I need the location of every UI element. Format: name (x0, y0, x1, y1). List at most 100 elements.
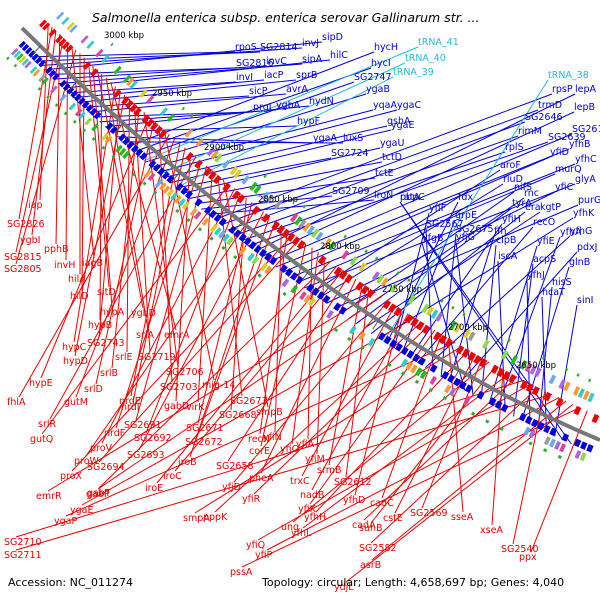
category-block (430, 309, 439, 319)
gene-label-reverse: SG2711 (4, 550, 42, 561)
category-block (481, 339, 490, 350)
leader-line-reverse (31, 30, 57, 236)
reverse-gene (145, 118, 155, 128)
gene-label-reverse: pssA (230, 567, 253, 578)
category-block (56, 11, 65, 20)
category-block (189, 207, 198, 217)
category-block (306, 225, 316, 235)
gene-label-forward: rimM (518, 126, 542, 137)
leader-line-reverse (15, 393, 553, 551)
leader-line-trna (175, 76, 394, 189)
forward-gene (394, 342, 403, 352)
category-block (10, 47, 19, 56)
reverse-gene (113, 89, 122, 98)
leader-line-forward (282, 156, 551, 273)
reverse-gene (410, 317, 419, 328)
gc-tick (343, 234, 347, 239)
reverse-gene (388, 303, 397, 313)
reverse-gene (281, 228, 291, 239)
reverse-gene (212, 174, 222, 185)
gene-label-forward: ygbA (276, 100, 301, 111)
gene-label-forward: hilC (330, 50, 348, 61)
forward-gene (62, 83, 71, 91)
category-block (572, 386, 581, 396)
leader-line-forward (29, 51, 236, 58)
leader-line-reverse (49, 156, 197, 420)
leader-line-forward (188, 161, 383, 200)
gene-label-reverse: pphB (44, 244, 69, 255)
category-block (201, 217, 210, 226)
gene-label-reverse: SG2743 (87, 338, 125, 349)
leader-line-reverse (98, 90, 121, 339)
gc-tick (131, 172, 137, 177)
category-block (528, 429, 536, 439)
category-block (563, 381, 571, 392)
gene-label-reverse: SG2668 (219, 410, 257, 421)
leader-line-forward (448, 235, 495, 382)
leader-line-reverse (260, 243, 307, 447)
forward-gene (28, 50, 36, 58)
gc-tick (82, 128, 87, 133)
category-block (419, 370, 428, 380)
reverse-gene (432, 331, 442, 341)
gene-label-forward: ygaC (397, 100, 421, 111)
reverse-gene (222, 182, 231, 192)
gc-tick (257, 273, 262, 278)
forward-gene (524, 415, 533, 425)
gene-label-reverse: sseA (451, 512, 474, 523)
leader-line-reverse (163, 129, 215, 381)
gene-label-forward: prgI (253, 102, 272, 113)
leader-line-reverse (233, 300, 389, 483)
forward-gene (109, 126, 118, 135)
gene-label-reverse: SG2694 (87, 462, 125, 473)
reverse-gene (490, 364, 499, 375)
reverse-gene (61, 41, 70, 50)
leader-line-forward (240, 151, 506, 242)
category-block (389, 283, 398, 293)
reverse-gene (360, 285, 370, 295)
gc-tick (209, 236, 214, 241)
category-block (577, 388, 585, 399)
reverse-gene (58, 38, 67, 47)
gc-tick (484, 325, 489, 330)
forward-gene (31, 53, 39, 61)
reverse-gene (421, 324, 431, 335)
leader-line-forward (326, 191, 556, 304)
forward-gene (66, 86, 75, 95)
reverse-gene (141, 114, 151, 124)
gene-label-forward: glnB (569, 257, 590, 268)
reverse-gene (39, 19, 48, 28)
leader-line-forward (409, 223, 503, 359)
gene-label-forward: sicP (249, 86, 268, 97)
gene-label-reverse: hilA (68, 274, 86, 285)
leader-line-reverse (65, 341, 456, 517)
leader-line-forward (268, 133, 573, 263)
gene-label-reverse: yfhD (343, 495, 365, 506)
category-block (178, 198, 186, 207)
category-block (308, 297, 316, 307)
gene-label-forward: sipD (322, 32, 343, 43)
category-block (86, 40, 95, 50)
scale-label: 2700 kbp (448, 323, 488, 333)
category-block (510, 355, 518, 365)
gene-label-forward: murQ (555, 164, 582, 175)
category-block (159, 107, 169, 117)
gene-label-reverse: cstE (383, 513, 403, 524)
leader-line-reverse (92, 65, 113, 308)
gc-tick (225, 144, 230, 148)
gc-tick (54, 103, 59, 108)
category-block (548, 438, 556, 448)
category-block (61, 16, 70, 25)
forward-gene (586, 444, 594, 453)
gc-tick (333, 327, 339, 333)
leader-line-forward (227, 121, 526, 231)
gene-label-forward: pdxJ (577, 242, 597, 253)
forward-gene (417, 357, 426, 366)
gc-tick (197, 227, 203, 232)
category-block (410, 364, 418, 374)
category-block (407, 294, 416, 305)
category-block (166, 188, 175, 198)
reverse-gene (444, 338, 453, 348)
category-block (376, 274, 385, 284)
category-block (238, 246, 247, 256)
